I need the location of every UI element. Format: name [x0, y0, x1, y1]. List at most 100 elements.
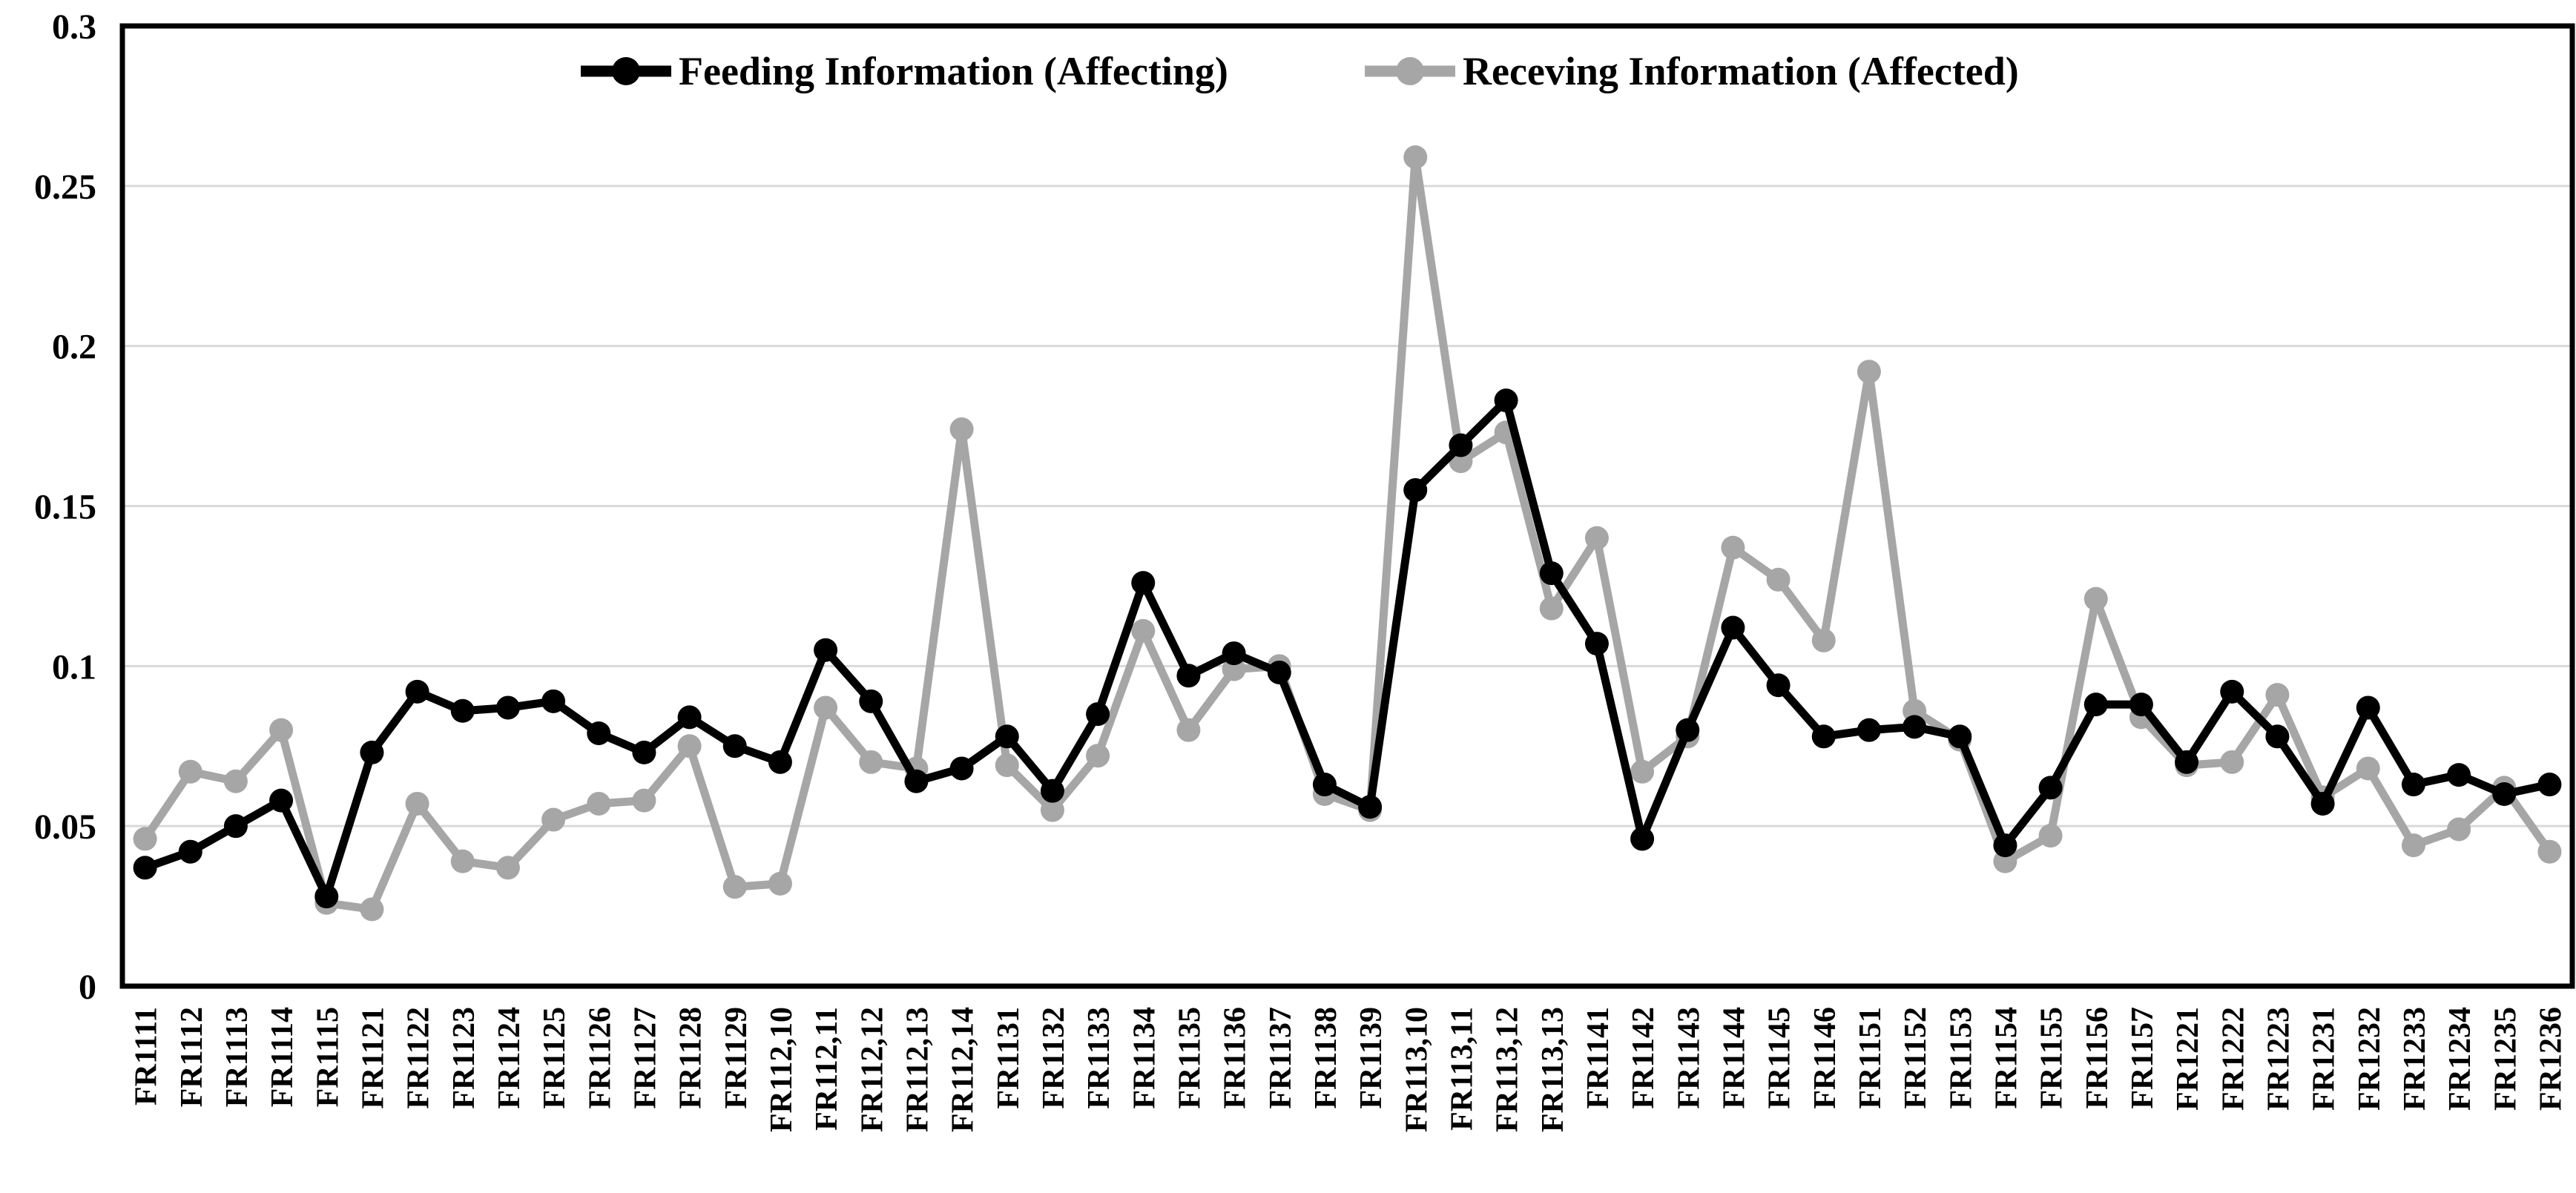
legend-marker-dot-receving — [1396, 57, 1424, 85]
x-tick-label: FR1155 — [2035, 1007, 2069, 1109]
x-tick-label: FR1132 — [1037, 1007, 1071, 1109]
data-point-feeding — [2083, 693, 2108, 717]
legend-marker-dot-feeding — [612, 57, 640, 85]
x-tick-label: FR1138 — [1309, 1007, 1343, 1109]
x-tick-label: FR1122 — [402, 1007, 436, 1109]
data-point-feeding — [1267, 660, 1291, 684]
data-point-feeding — [269, 788, 294, 813]
data-point-receving — [133, 827, 157, 851]
data-point-receving — [1811, 628, 1836, 652]
data-point-feeding — [904, 769, 929, 793]
data-point-feeding — [2537, 773, 2562, 797]
data-point-receving — [405, 791, 429, 816]
data-point-feeding — [450, 698, 475, 723]
x-tick-label: FR1125 — [538, 1007, 572, 1109]
data-point-feeding — [1358, 795, 1383, 819]
data-point-feeding — [2038, 776, 2063, 800]
x-tick-label: FR1234 — [2443, 1007, 2477, 1111]
series-line-feeding — [141, 396, 2554, 901]
y-tick-label: 0.1 — [52, 647, 96, 687]
x-tick-label: FR1133 — [1082, 1007, 1116, 1109]
data-point-feeding — [1993, 833, 2017, 858]
x-tick-label: FR112,12 — [855, 1007, 889, 1132]
x-tick-label: FR1144 — [1717, 1007, 1751, 1109]
data-point-feeding — [632, 740, 656, 764]
x-tick-label: FR113,13 — [1536, 1007, 1570, 1132]
data-point-feeding — [1131, 571, 1156, 595]
x-tick-label: FR1143 — [1672, 1007, 1706, 1109]
data-point-feeding — [1903, 715, 1927, 739]
data-point-receving — [859, 750, 883, 774]
x-tick-label: FR1128 — [674, 1007, 708, 1109]
data-point-receving — [1766, 567, 1791, 592]
data-point-feeding — [223, 814, 248, 839]
data-point-feeding — [1721, 615, 1745, 640]
x-tick-label: FR1124 — [493, 1007, 527, 1109]
data-point-feeding — [2356, 695, 2380, 720]
data-point-receving — [677, 734, 702, 759]
x-tick-label: FR1151 — [1854, 1007, 1888, 1109]
data-point-feeding — [1766, 673, 1791, 698]
data-point-receving — [768, 871, 792, 896]
x-tick-label: FR112,13 — [900, 1007, 935, 1132]
x-axis-tick-labels: FR1111 FR1112 FR1113 FR1114 FR1115 FR1121 FR11… — [130, 1007, 2569, 1132]
series-layer — [133, 145, 2562, 922]
y-tick-label: 0.15 — [34, 488, 96, 527]
y-tick-label: 0.2 — [52, 328, 96, 367]
data-point-receving — [1176, 718, 1201, 742]
data-point-feeding — [1222, 641, 1246, 666]
data-point-feeding — [405, 679, 429, 704]
data-point-receving — [541, 807, 566, 832]
y-tick-label: 0 — [79, 968, 96, 1007]
y-axis-tick-labels: 0 0.05 0.1 0.15 0.2 0.25 0.3 — [34, 7, 96, 1007]
x-tick-label: FR1146 — [1808, 1007, 1842, 1109]
x-tick-label: FR1156 — [2081, 1007, 2115, 1109]
data-point-receving — [2401, 833, 2425, 858]
data-point-receving — [2038, 824, 2063, 848]
data-point-receving — [1721, 535, 1745, 560]
data-point-feeding — [2265, 724, 2290, 749]
data-point-receving — [495, 856, 520, 880]
data-point-receving — [2537, 839, 2562, 864]
data-point-feeding — [1403, 477, 1428, 502]
data-point-feeding — [314, 885, 339, 909]
data-point-receving — [1403, 145, 1428, 169]
x-tick-label: FR113,11 — [1445, 1007, 1479, 1131]
data-point-receving — [722, 875, 747, 899]
data-point-feeding — [1312, 773, 1337, 797]
x-tick-label: FR1154 — [1989, 1007, 2023, 1109]
x-tick-label: FR112,11 — [810, 1007, 844, 1131]
data-point-receving — [2265, 683, 2290, 707]
x-tick-label: FR1121 — [356, 1007, 390, 1109]
data-point-feeding — [495, 695, 520, 720]
data-point-feeding — [2129, 693, 2153, 717]
data-point-receving — [1040, 798, 1064, 822]
data-point-feeding — [1176, 664, 1201, 688]
data-point-feeding — [1811, 724, 1836, 749]
x-tick-label: FR1137 — [1264, 1007, 1298, 1109]
x-tick-label: FR1235 — [2488, 1007, 2523, 1111]
data-point-receving — [2447, 817, 2471, 842]
data-point-feeding — [2175, 750, 2199, 774]
data-point-feeding — [1040, 779, 1064, 803]
data-point-feeding — [541, 689, 566, 713]
x-tick-label: FR1126 — [583, 1007, 617, 1109]
data-point-feeding — [2492, 782, 2517, 806]
legend-label-receving: Receving Information (Affected) — [1463, 49, 2019, 93]
x-tick-label: FR1136 — [1219, 1007, 1253, 1109]
data-point-feeding — [2310, 791, 2335, 816]
data-point-feeding — [133, 856, 157, 880]
data-point-receving — [223, 769, 248, 793]
data-point-feeding — [2447, 763, 2471, 787]
data-point-feeding — [677, 705, 702, 730]
data-point-receving — [814, 695, 838, 720]
x-tick-label: FR113,12 — [1491, 1007, 1525, 1132]
x-tick-label: FR1223 — [2262, 1007, 2296, 1111]
y-tick-label: 0.3 — [52, 7, 96, 47]
data-point-receving — [1584, 526, 1609, 550]
x-tick-label: FR1236 — [2534, 1007, 2568, 1111]
data-point-feeding — [1630, 827, 1655, 851]
data-point-feeding — [1494, 389, 1518, 413]
